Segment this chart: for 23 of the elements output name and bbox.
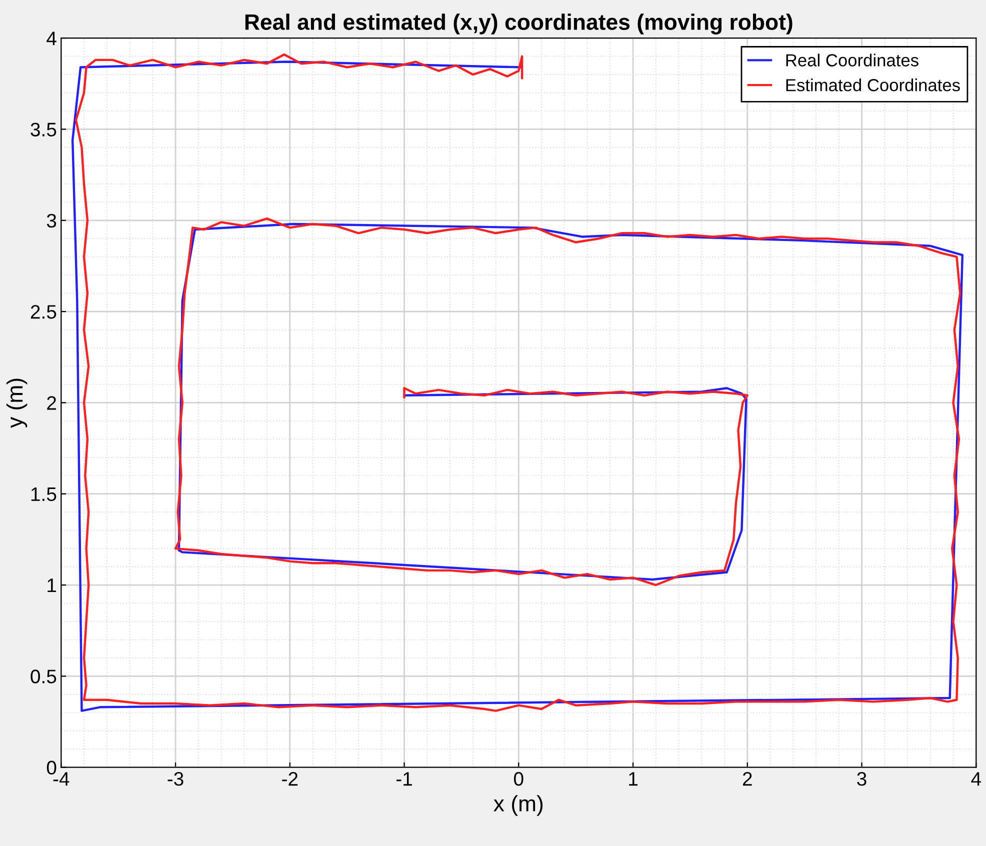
y-tick-label: 2.5	[30, 305, 56, 319]
y-tick-label: 4	[46, 32, 56, 46]
chart-title: Real and estimated (x,y) coordinates (moving robot)	[245, 14, 792, 34]
y-tick-label: 2	[47, 396, 56, 410]
x-axis-title: x (m)	[494, 795, 543, 816]
legend-label: Estimated Coordinates	[786, 78, 960, 92]
y-tick-label: 1	[48, 578, 56, 592]
x-tick-label: 4	[971, 772, 981, 786]
x-tick-label: 0	[514, 772, 524, 786]
y-tick-label: 0.5	[30, 670, 56, 684]
x-tick-label: -2	[282, 772, 298, 786]
y-tick-label: 0	[46, 760, 56, 775]
x-tick-label: 2	[742, 772, 752, 786]
y-tick-label: 3	[46, 214, 56, 228]
y-tick-label: 1.5	[31, 488, 56, 502]
x-tick-label: -3	[168, 772, 184, 786]
x-tick-label: -4	[53, 772, 70, 786]
x-tick-label: 1	[629, 772, 638, 786]
y-tick-label: 3.5	[30, 122, 56, 136]
x-tick-label: 3	[857, 772, 866, 786]
y-axis-title: y (m)	[6, 378, 28, 428]
x-tick-label: -1	[396, 772, 412, 786]
legend-label: Real Coordinates	[786, 54, 918, 66]
